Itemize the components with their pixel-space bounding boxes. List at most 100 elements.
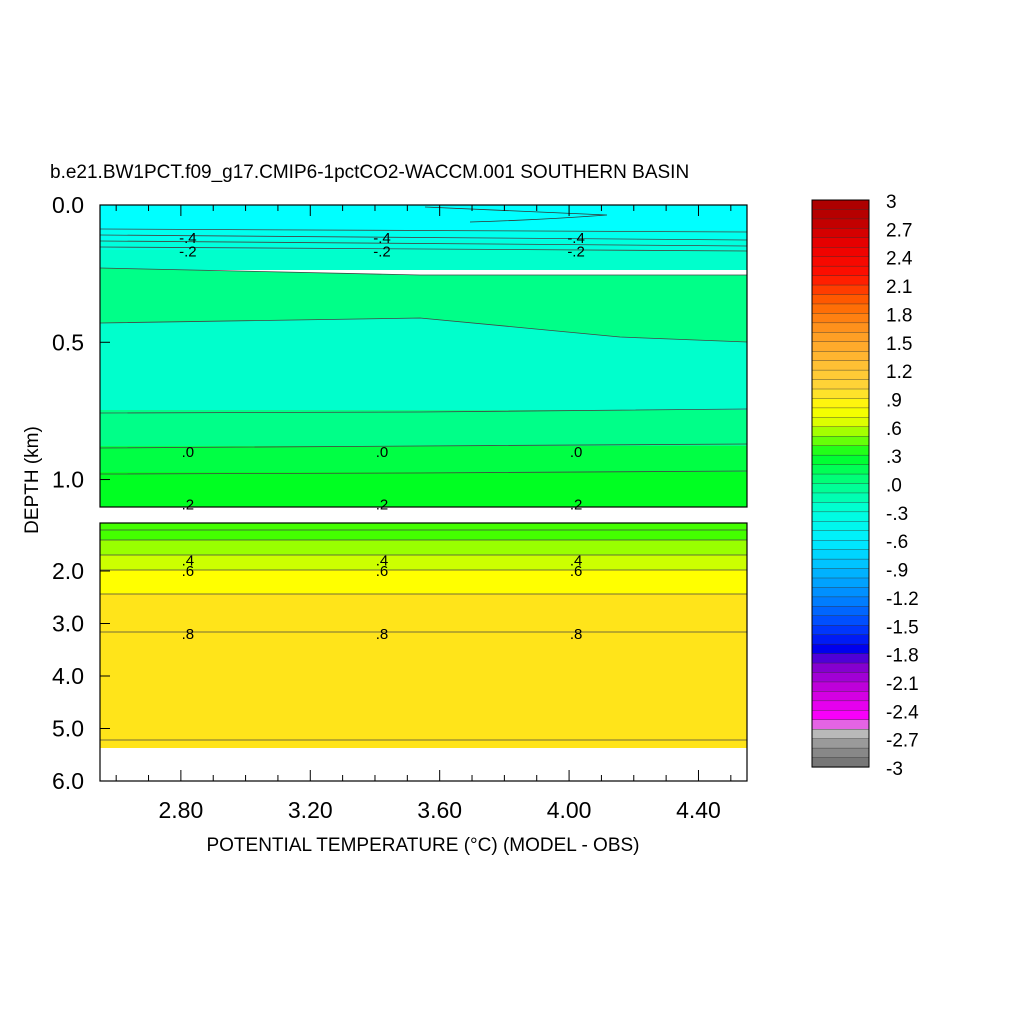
colorbar-box [811,369,870,381]
colorbar-box [811,388,870,400]
colorbar-box [811,625,870,636]
colorbar-box [811,483,870,494]
colorbar-box [811,558,870,570]
band-teal-mid [100,318,747,413]
y-axis-label: DEPTH (km) [22,426,43,534]
upper-contours [99,228,748,475]
colorbar-label: .6 [886,419,902,440]
colorbar-box [811,473,870,485]
colorbar-box [811,540,870,551]
colorbar-box [811,360,870,371]
colorbar-label: .0 [886,476,902,497]
contour-label: -.2 [567,244,585,261]
y-axis: 0.0 0.5 1.0 2.0 3.0 4.0 5.0 6.0 [52,192,110,794]
contour-label: .6 [570,563,583,580]
band-cyan-2 [100,230,747,240]
colorbar-box [811,464,870,475]
band-green-light [100,268,747,342]
x-tick-label: 3.60 [417,797,462,823]
x-tick-label: 3.20 [288,797,333,823]
band-green-mid [100,410,747,448]
band-teal-upper [100,250,747,270]
contour-label: .8 [182,626,195,643]
colorbar-label: .9 [886,390,902,411]
colorbar-box [811,218,870,229]
contour-label: .4 [570,553,583,570]
y-tick-label: 0.5 [52,329,84,355]
x-axis: 2.80 3.20 3.60 4.00 4.40 [115,205,732,823]
colorbar-label: 2.4 [886,249,913,270]
colorbar-box [811,417,870,428]
lower-panel-frame [99,522,748,782]
contour-label: .4 [182,553,195,570]
colorbar-box [811,341,870,352]
colorbar-box [811,502,870,513]
colorbar-box [811,521,870,532]
colorbar-label: 2.7 [886,220,912,241]
contour-labels: -.4 -.4 -.4-.2 -.2 -.2.0.0.0.2.2.2.4.4.4.6.6… [179,230,585,643]
colorbar-box [811,587,870,598]
colorbar-box [811,379,870,390]
contour-label: .6 [376,563,389,580]
colorbar-box [811,351,870,362]
colorbar-label: -1.8 [886,646,919,667]
colorbar-label: -2.1 [886,674,919,695]
colorbar-box [811,228,870,239]
band-cyan-top [100,205,747,230]
colorbar-frame [811,199,870,768]
chart-title: b.e21.BW1PCT.f09_g17.CMIP6-1pctCO2-WACCM… [50,162,689,183]
colorbar-label: 1.2 [886,362,912,383]
colorbar-box [811,303,870,315]
contour-label: .2 [570,496,583,513]
colorbar-box [811,454,870,466]
colorbar-box [811,606,870,617]
contour-label: .0 [376,444,389,461]
colorbar-box [811,199,870,211]
colorbar-box [811,710,870,721]
upper-panel [99,204,748,508]
colorbar-box [811,681,870,693]
contour-label: .4 [376,553,389,570]
colorbar-box [811,530,870,541]
y-tick-label: 4.0 [52,663,84,689]
x-axis-label: POTENTIAL TEMPERATURE (°C) (MODEL - OBS) [206,835,639,856]
y-tick-label: 5.0 [52,716,84,742]
x-tick-label: 4.40 [676,797,721,823]
colorbar-label: .3 [886,447,902,468]
y-tick-label: 6.0 [52,768,84,794]
x-tick-label: 2.80 [158,797,203,823]
band-green-3 [100,472,747,507]
colorbar-box [811,209,870,220]
colorbar-box [811,237,870,248]
upper-panel-frame [99,204,748,508]
colorbar-box [811,511,870,522]
colorbar-label: -.6 [886,532,908,553]
lower-contours [100,529,747,741]
colorbar-box [811,643,870,655]
colorbar-box [811,492,870,504]
colorbar-box [811,256,870,267]
colorbar-box [811,653,870,664]
colorbar-label: -.3 [886,504,908,525]
colorbar-box [811,757,870,768]
contour-label: -.4 [179,230,197,247]
colorbar-box [811,549,870,560]
colorbar-box [811,634,870,645]
contour-label: -.4 [567,230,585,247]
contour-label: .0 [182,444,195,461]
colorbar-box [811,719,870,730]
colorbar-label: -.9 [886,561,908,582]
colorbar-box [811,615,870,626]
colorbar-label: -1.2 [886,589,919,610]
colorbar-box [811,445,870,456]
contour-label: .8 [376,626,389,643]
colorbar-box [811,275,870,286]
colorbar-box [811,577,870,589]
contour-label: .0 [570,444,583,461]
contour-label: .8 [570,626,583,643]
colorbar-box [811,700,870,711]
colorbar-box [811,332,870,343]
contour-label: .6 [182,563,195,580]
colorbar-box [811,313,870,324]
